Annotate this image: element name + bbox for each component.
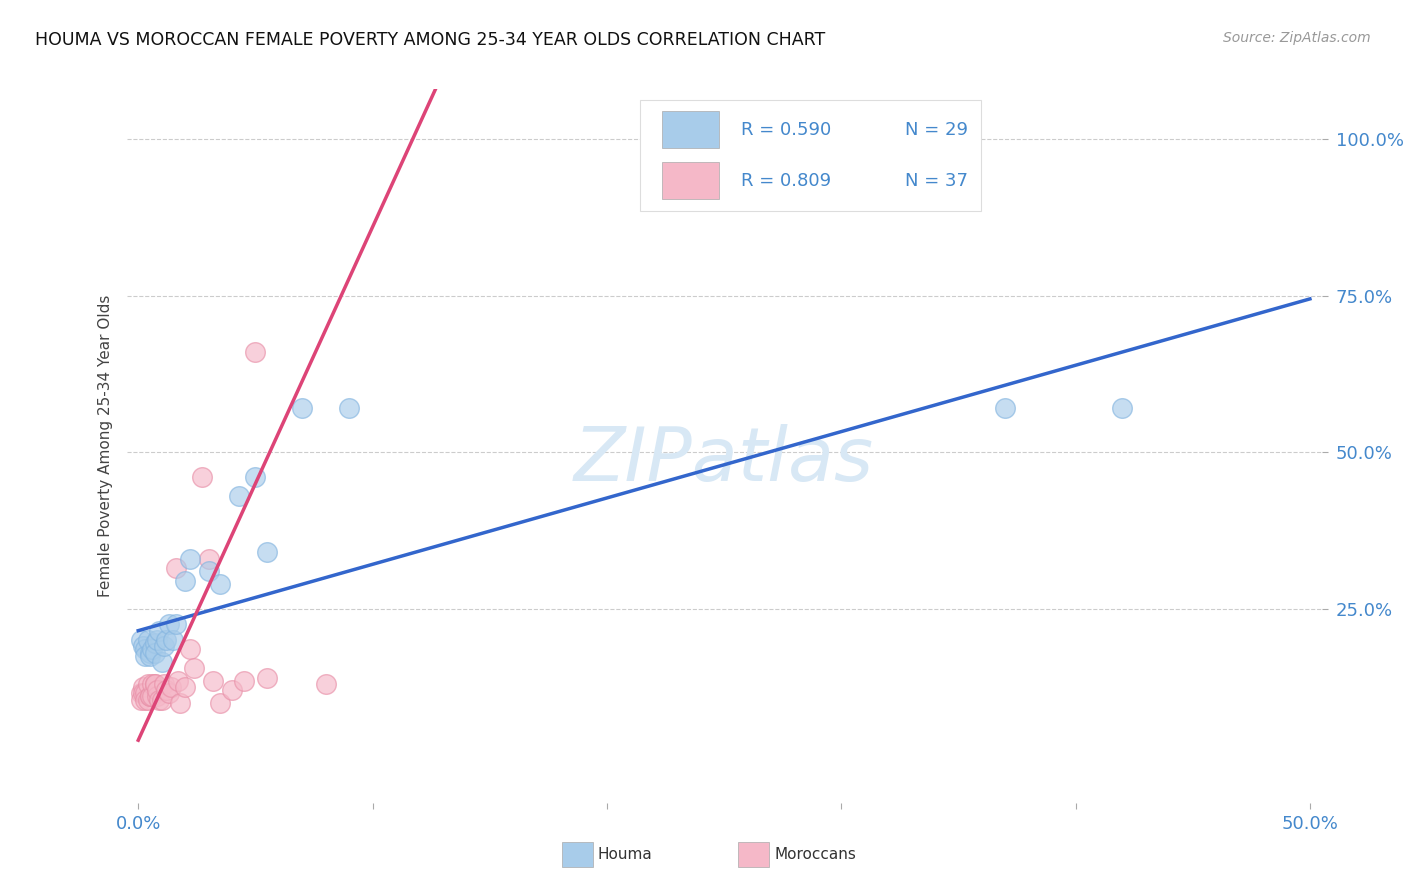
Point	[157, 617, 180, 632]
Point	[134, 692, 156, 706]
Point	[256, 671, 278, 685]
Point	[153, 640, 176, 654]
FancyBboxPatch shape	[662, 112, 720, 148]
FancyBboxPatch shape	[662, 162, 720, 199]
Point	[141, 690, 163, 704]
Point	[209, 696, 232, 710]
Point	[155, 683, 177, 698]
Point	[1111, 401, 1133, 416]
Point	[146, 690, 169, 704]
Point	[136, 677, 159, 691]
Point	[141, 642, 163, 657]
Text: Moroccans: Moroccans	[775, 847, 856, 862]
Point	[139, 690, 162, 704]
Point	[129, 692, 152, 706]
Point	[197, 564, 219, 578]
Point	[134, 648, 156, 663]
Point	[165, 561, 187, 575]
Point	[148, 692, 170, 706]
Text: Houma: Houma	[598, 847, 652, 862]
Point	[129, 633, 152, 648]
Point	[139, 648, 162, 663]
Point	[167, 673, 190, 688]
Text: Source: ZipAtlas.com: Source: ZipAtlas.com	[1223, 31, 1371, 45]
Point	[136, 692, 159, 706]
Point	[146, 683, 169, 698]
Point	[160, 680, 183, 694]
Point	[291, 401, 314, 416]
Point	[155, 633, 177, 648]
Point	[256, 545, 278, 559]
Point	[129, 686, 152, 700]
Point	[132, 640, 155, 654]
Point	[143, 636, 166, 650]
Point	[132, 686, 155, 700]
Point	[150, 655, 173, 669]
Point	[134, 686, 156, 700]
Text: HOUMA VS MOROCCAN FEMALE POVERTY AMONG 25-34 YEAR OLDS CORRELATION CHART: HOUMA VS MOROCCAN FEMALE POVERTY AMONG 2…	[35, 31, 825, 49]
Point	[143, 646, 166, 660]
Point	[232, 673, 254, 688]
Point	[337, 401, 360, 416]
Point	[139, 646, 162, 660]
Point	[150, 692, 173, 706]
Y-axis label: Female Poverty Among 25-34 Year Olds: Female Poverty Among 25-34 Year Olds	[97, 295, 112, 597]
Text: R = 0.809: R = 0.809	[741, 171, 831, 190]
Text: N = 29: N = 29	[904, 120, 967, 139]
Point	[179, 642, 201, 657]
Point	[136, 633, 159, 648]
Point	[202, 673, 225, 688]
Point	[148, 624, 170, 638]
Point	[174, 680, 197, 694]
Point	[162, 633, 184, 648]
Point	[143, 677, 166, 691]
Point	[174, 574, 197, 588]
Point	[143, 677, 166, 691]
Point	[179, 551, 201, 566]
Point	[209, 576, 232, 591]
Point	[132, 680, 155, 694]
Text: N = 37: N = 37	[904, 171, 967, 190]
Point	[146, 633, 169, 648]
Point	[994, 401, 1017, 416]
Point	[157, 686, 180, 700]
Point	[221, 683, 243, 698]
Point	[139, 690, 162, 704]
Point	[165, 617, 187, 632]
Point	[245, 345, 267, 359]
Point	[228, 489, 250, 503]
Point	[183, 661, 205, 675]
Point	[169, 696, 191, 710]
Point	[315, 677, 337, 691]
FancyBboxPatch shape	[640, 100, 981, 211]
Point	[141, 677, 163, 691]
Text: ZIPatlas: ZIPatlas	[574, 425, 875, 496]
Point	[153, 677, 176, 691]
Point	[245, 470, 267, 484]
Point	[197, 551, 219, 566]
Point	[190, 470, 212, 484]
Text: R = 0.590: R = 0.590	[741, 120, 831, 139]
Point	[134, 642, 156, 657]
